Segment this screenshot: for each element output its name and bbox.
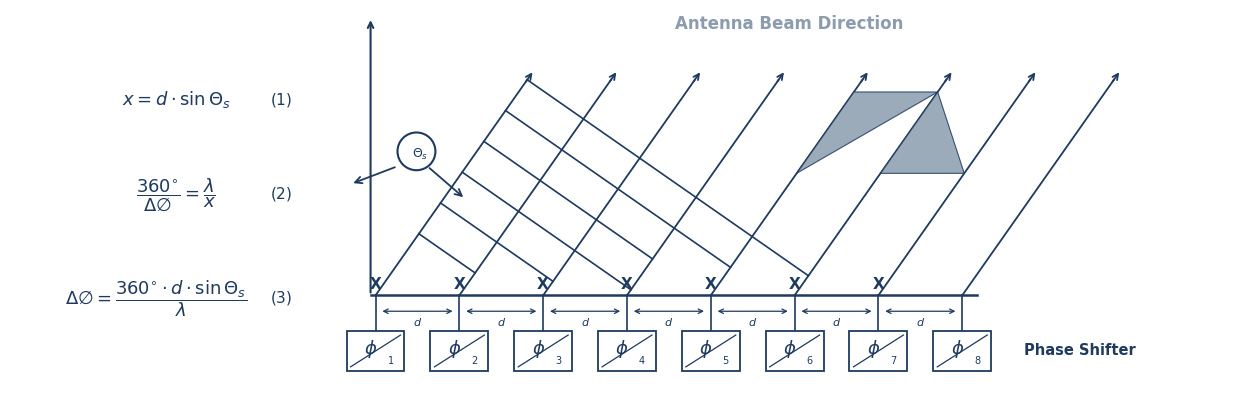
Text: Phase Shifter: Phase Shifter <box>1024 343 1136 358</box>
Text: $(3)$: $(3)$ <box>269 289 292 307</box>
Text: $d$: $d$ <box>748 316 757 328</box>
Text: 7: 7 <box>890 356 896 366</box>
Text: 5: 5 <box>722 356 728 366</box>
Text: $\phi$: $\phi$ <box>448 338 460 360</box>
Text: $\mathbf{X}$: $\mathbf{X}$ <box>620 276 634 292</box>
Polygon shape <box>880 92 964 173</box>
Text: $d$: $d$ <box>831 316 841 328</box>
Text: $\mathbf{X}$: $\mathbf{X}$ <box>536 276 550 292</box>
Text: $\phi$: $\phi$ <box>951 338 964 360</box>
Text: $\mathbf{X}$: $\mathbf{X}$ <box>788 276 802 292</box>
Text: $\phi$: $\phi$ <box>364 338 377 360</box>
Text: $\phi$: $\phi$ <box>531 338 545 360</box>
Text: $\phi$: $\phi$ <box>783 338 797 360</box>
Text: 3: 3 <box>555 356 561 366</box>
FancyBboxPatch shape <box>850 331 907 371</box>
Text: $(2)$: $(2)$ <box>269 185 292 203</box>
Text: 1: 1 <box>387 356 393 366</box>
Text: $d$: $d$ <box>581 316 589 328</box>
Text: $\phi$: $\phi$ <box>699 338 712 360</box>
Text: $\mathbf{X}$: $\mathbf{X}$ <box>704 276 717 292</box>
Text: 8: 8 <box>974 356 980 366</box>
FancyBboxPatch shape <box>598 331 656 371</box>
Polygon shape <box>797 92 938 173</box>
Text: $\phi$: $\phi$ <box>866 338 880 360</box>
FancyBboxPatch shape <box>346 331 405 371</box>
Text: $d$: $d$ <box>916 316 925 328</box>
Text: $(1)$: $(1)$ <box>269 91 292 109</box>
FancyBboxPatch shape <box>933 331 992 371</box>
Text: $\mathbf{X}$: $\mathbf{X}$ <box>871 276 885 292</box>
Text: $\phi$: $\phi$ <box>616 338 629 360</box>
Text: $d$: $d$ <box>664 316 674 328</box>
Text: $x = d \cdot \sin \Theta_s$: $x = d \cdot \sin \Theta_s$ <box>122 89 231 110</box>
Text: $\Delta\emptyset = \dfrac{360^{\circ} \cdot d \cdot \sin \Theta_s}{\lambda}$: $\Delta\emptyset = \dfrac{360^{\circ} \c… <box>65 278 247 319</box>
Text: $\Theta_s$: $\Theta_s$ <box>412 147 428 162</box>
Text: Antenna Beam Direction: Antenna Beam Direction <box>675 15 903 33</box>
Text: 2: 2 <box>472 356 478 366</box>
Text: $\mathbf{X}$: $\mathbf{X}$ <box>453 276 467 292</box>
FancyBboxPatch shape <box>766 331 824 371</box>
Text: $\mathbf{X}$: $\mathbf{X}$ <box>369 276 382 292</box>
FancyBboxPatch shape <box>514 331 572 371</box>
Text: 6: 6 <box>807 356 813 366</box>
Text: $d$: $d$ <box>413 316 422 328</box>
Text: $\dfrac{360^{\circ}}{\Delta\emptyset} = \dfrac{\lambda}{x}$: $\dfrac{360^{\circ}}{\Delta\emptyset} = … <box>137 176 216 213</box>
FancyBboxPatch shape <box>431 331 488 371</box>
Text: $d$: $d$ <box>496 316 506 328</box>
FancyBboxPatch shape <box>681 331 740 371</box>
Text: 4: 4 <box>639 356 645 366</box>
